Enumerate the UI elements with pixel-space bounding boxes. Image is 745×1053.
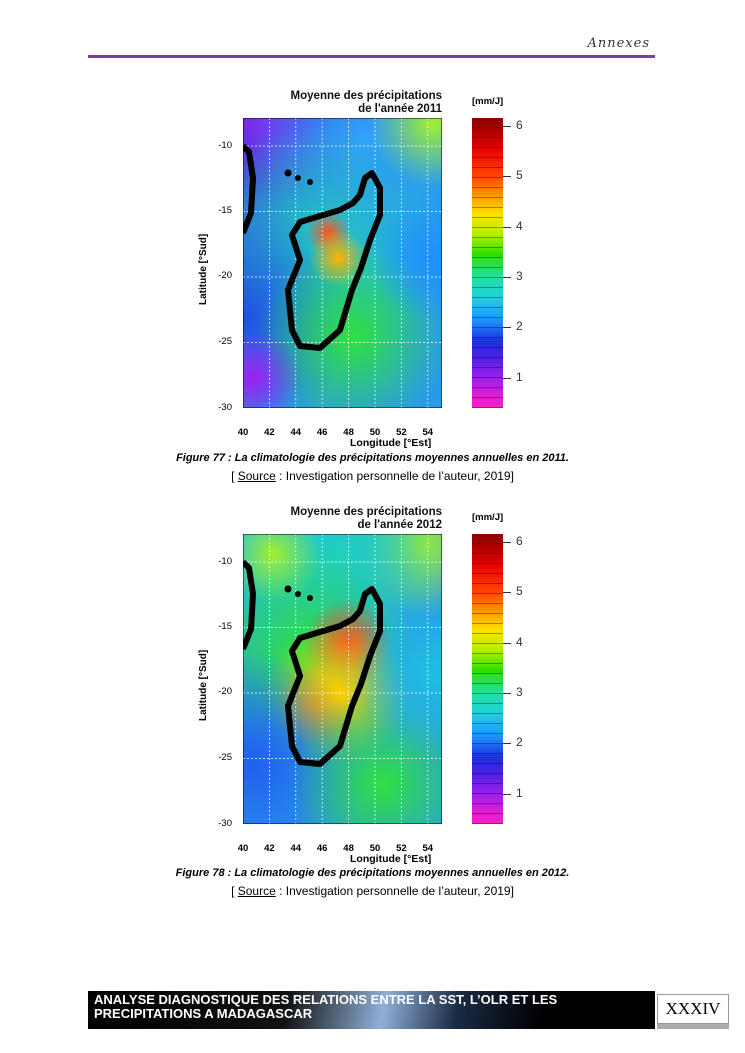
colorbar-tick-label: 2: [516, 735, 523, 749]
x-tick-label: 54: [422, 427, 434, 438]
colorbar-tick: [503, 643, 511, 644]
x-axis-label: Longitude [°Est]: [350, 853, 432, 865]
colorbar-tick-label: 6: [516, 118, 523, 132]
source-label: Source: [237, 884, 276, 898]
colorbar-tick-label: 4: [516, 635, 523, 649]
africa-coastline: [243, 559, 257, 651]
colorbar-tick: [503, 743, 511, 744]
comoros-island: [307, 595, 313, 601]
comoros-island: [284, 585, 292, 593]
africa-coastline: [243, 143, 257, 235]
x-tick-label: 40: [237, 843, 249, 854]
colorbar-tick: [503, 693, 511, 694]
colorbar-tick-label: 2: [516, 319, 523, 333]
colorbar-tick: [503, 327, 511, 328]
y-tick-label: -30: [218, 402, 232, 413]
colorbar: [472, 534, 503, 824]
colorbar-tick-label: 5: [516, 584, 523, 598]
y-tick-label: -20: [218, 270, 232, 281]
colorbar-tick-label: 5: [516, 168, 523, 182]
page-number: XXXIV: [657, 994, 729, 1024]
madagascar-coastline: [285, 170, 383, 351]
x-tick-label: 42: [264, 427, 275, 438]
colorbar-tick: [503, 542, 511, 543]
comoros-island: [295, 175, 301, 181]
colorbar-tick: [503, 176, 511, 177]
precipitation-map: [243, 118, 442, 408]
x-tick-label: 42: [264, 843, 275, 854]
y-axis-label: Latitude [°Sud]: [198, 233, 209, 305]
colorbar-tick-label: 1: [516, 786, 523, 800]
figure-source: [ Source : Investigation personnelle de …: [0, 884, 745, 898]
y-axis-label: Latitude [°Sud]: [198, 649, 209, 721]
colorbar-tick: [503, 592, 511, 593]
figure-caption: Figure 77 : La climatologie des précipit…: [176, 452, 569, 464]
y-tick-label: -20: [218, 686, 232, 697]
x-tick-label: 46: [316, 427, 328, 438]
comoros-island: [307, 179, 313, 185]
source-label: Source: [237, 469, 276, 483]
y-tick-label: -25: [218, 336, 232, 347]
x-tick-label: 52: [396, 843, 407, 854]
title-line1: Moyenne des précipitations: [290, 90, 442, 102]
footer-line2: PRECIPITATIONS A MADAGASCAR: [94, 1006, 313, 1021]
y-tick-label: -25: [218, 752, 232, 763]
header-text: Annexes: [587, 36, 650, 51]
figure-title: Moyenne des précipitations de l'année 201…: [291, 506, 442, 532]
x-tick-label: 50: [369, 427, 381, 438]
colorbar-unit: [mm/J]: [472, 512, 504, 523]
title-line2: de l'année 2011: [358, 103, 442, 115]
x-tick-label: 40: [237, 427, 249, 438]
figure-caption: Figure 78 : La climatologie des précipit…: [175, 867, 570, 879]
precipitation-map: [243, 534, 442, 824]
title-line1: Moyenne des précipitations: [290, 506, 442, 518]
colorbar-tick: [503, 277, 511, 278]
figure-2012: Moyenne des précipitations de l'année 201…: [190, 501, 550, 865]
colorbar-tick-label: 1: [516, 370, 523, 384]
x-tick-label: 48: [343, 843, 354, 854]
comoros-island: [295, 591, 301, 597]
x-tick-label: 48: [343, 427, 354, 438]
figure-source: [ Source : Investigation personnelle de …: [0, 469, 745, 483]
colorbar-tick: [503, 227, 511, 228]
x-tick-label: 44: [290, 843, 302, 854]
page-number-underline: [657, 1024, 729, 1029]
source-text: : Investigation personnelle de l’auteur,…: [275, 469, 514, 483]
x-tick-label: 46: [316, 843, 328, 854]
source-open: [: [231, 469, 238, 483]
x-tick-label: 44: [290, 427, 302, 438]
colorbar: [472, 118, 503, 408]
y-tick-label: -10: [218, 140, 232, 151]
colorbar-tick-label: 3: [516, 269, 523, 283]
comoros-island: [284, 169, 292, 177]
colorbar-tick: [503, 378, 511, 379]
x-tick-label: 54: [422, 843, 434, 854]
y-tick-label: -10: [218, 556, 232, 567]
x-tick-label: 52: [396, 427, 407, 438]
y-tick-label: -30: [218, 818, 232, 829]
x-axis-label: Longitude [°Est]: [350, 437, 432, 449]
y-tick-label: -15: [218, 621, 232, 632]
footer-banner: ANALYSE DIAGNOSTIQUE DES RELATIONS ENTRE…: [88, 991, 655, 1029]
colorbar-unit: [mm/J]: [472, 96, 504, 107]
source-open: [: [231, 884, 238, 898]
x-tick-label: 50: [369, 843, 381, 854]
source-text: : Investigation personnelle de l’auteur,…: [275, 884, 514, 898]
header-rule: [88, 55, 655, 58]
figure-title: Moyenne des précipitations de l'année 201…: [291, 90, 442, 116]
footer-line1: ANALYSE DIAGNOSTIQUE DES RELATIONS ENTRE…: [94, 992, 558, 1007]
colorbar-tick-label: 6: [516, 534, 523, 548]
title-line2: de l'année 2012: [357, 519, 442, 531]
colorbar-tick-label: 3: [516, 685, 523, 699]
figure-2011: Moyenne des précipitations de l'année 201…: [190, 85, 550, 449]
colorbar-tick-label: 4: [516, 219, 523, 233]
colorbar-tick: [503, 794, 511, 795]
y-tick-label: -15: [218, 205, 232, 216]
madagascar-coastline: [285, 586, 383, 767]
colorbar-tick: [503, 126, 511, 127]
